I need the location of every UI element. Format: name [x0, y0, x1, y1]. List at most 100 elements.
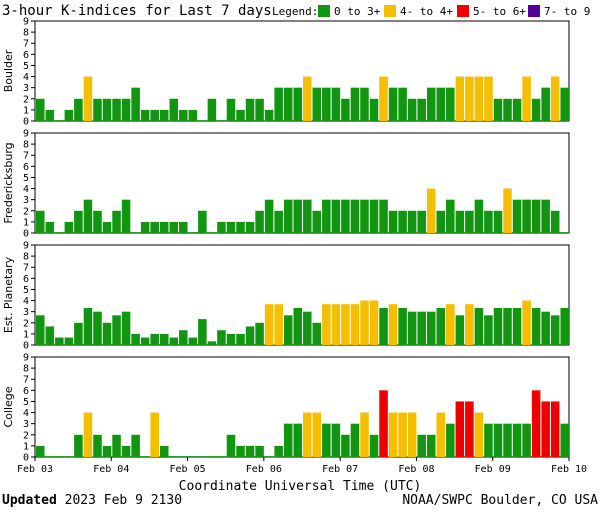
- k-index-bar: [274, 87, 283, 121]
- k-index-bar: [74, 210, 83, 233]
- k-index-bar: [255, 210, 264, 233]
- k-index-bar: [455, 76, 465, 121]
- k-index-bar: [45, 109, 55, 121]
- k-index-bar: [179, 456, 188, 457]
- k-index-bar: [407, 311, 417, 345]
- k-index-bar: [64, 109, 74, 121]
- k-index-bar: [274, 210, 283, 233]
- k-index-bar: [236, 109, 245, 121]
- y-tick-label: 6: [23, 274, 29, 285]
- k-index-bar: [550, 315, 560, 345]
- k-index-bar: [303, 199, 312, 233]
- k-index-bar: [207, 98, 217, 121]
- k-index-bar: [493, 98, 503, 121]
- k-index-bar: [322, 199, 331, 233]
- k-index-bar: [179, 109, 188, 121]
- y-tick-label: 7: [23, 375, 29, 386]
- k-index-bar: [503, 188, 512, 233]
- k-index-bar: [112, 434, 121, 457]
- k-index-bar: [293, 423, 302, 457]
- k-index-bar: [102, 445, 112, 457]
- y-tick-label: 9: [23, 17, 29, 28]
- k-index-bar: [36, 98, 45, 121]
- k-index-bar: [512, 98, 522, 121]
- k-index-bar: [350, 87, 360, 121]
- k-index-bar: [198, 120, 207, 121]
- k-index-bar: [169, 221, 179, 233]
- k-index-bar: [226, 98, 236, 121]
- y-tick-label: 0: [23, 117, 29, 128]
- k-index-bar: [64, 456, 74, 457]
- k-index-bar: [436, 412, 446, 457]
- k-index-bar: [398, 412, 407, 457]
- footer-updated-label: Updated: [2, 493, 57, 508]
- k-index-bar: [360, 87, 369, 121]
- k-index-bar: [159, 333, 169, 345]
- k-index-bar: [484, 315, 493, 345]
- k-index-bar: [55, 337, 64, 345]
- k-index-bar: [150, 221, 159, 233]
- y-tick-label: 5: [23, 285, 29, 296]
- k-index-bar: [465, 401, 474, 457]
- k-index-bar: [169, 98, 179, 121]
- k-index-bar: [102, 322, 112, 345]
- k-index-bar: [121, 98, 131, 121]
- k-index-bar: [226, 333, 236, 345]
- k-index-bar: [274, 445, 283, 457]
- legend-item-storm: 5- to 6+: [473, 5, 526, 18]
- k-index-bar: [379, 308, 388, 345]
- k-index-bar: [207, 456, 217, 457]
- k-index-bar: [283, 199, 293, 233]
- station-label: College: [2, 386, 15, 427]
- k-index-bar: [503, 308, 512, 345]
- x-tick-label: Feb 04: [93, 464, 129, 475]
- k-index-bar: [465, 210, 474, 233]
- y-tick-label: 0: [23, 453, 29, 464]
- k-index-bar: [55, 120, 64, 121]
- k-index-bar: [446, 87, 455, 121]
- k-index-bar: [188, 109, 198, 121]
- k-index-bar: [236, 221, 245, 233]
- footer-updated: Updated 2023 Feb 9 2130: [2, 493, 182, 508]
- k-index-bar: [369, 434, 379, 457]
- k-index-bar: [64, 221, 74, 233]
- k-index-bar: [217, 330, 226, 345]
- k-index-bar: [312, 412, 322, 457]
- k-index-bar: [446, 304, 455, 345]
- k-index-bar: [503, 423, 512, 457]
- k-index-bar: [245, 221, 255, 233]
- k-index-bar: [93, 98, 102, 121]
- k-index-bar: [283, 315, 293, 345]
- k-index-bar: [131, 434, 140, 457]
- k-index-bar: [398, 87, 407, 121]
- k-index-bar: [83, 76, 93, 121]
- k-index-bar: [398, 308, 407, 345]
- k-index-bar: [379, 76, 388, 121]
- k-index-bar: [455, 315, 465, 345]
- k-index-bar: [150, 412, 159, 457]
- footer-updated-time: 2023 Feb 9 2130: [65, 493, 182, 508]
- k-index-bar: [264, 304, 274, 345]
- k-index-bar: [312, 87, 322, 121]
- k-index-bar: [550, 76, 560, 121]
- k-index-bar: [503, 98, 512, 121]
- k-index-bar: [179, 221, 188, 233]
- y-tick-label: 5: [23, 397, 29, 408]
- legend-item-active: 4- to 4+: [400, 5, 453, 18]
- k-index-bar: [426, 311, 436, 345]
- k-index-bar: [379, 390, 388, 457]
- x-tick-label: Feb 06: [246, 464, 282, 475]
- x-tick-label: Feb 09: [475, 464, 511, 475]
- k-index-bar: [312, 322, 322, 345]
- k-index-bar: [455, 210, 465, 233]
- k-index-bar: [512, 423, 522, 457]
- k-index-bar: [560, 232, 569, 233]
- k-index-bar: [36, 315, 45, 345]
- y-tick-label: 7: [23, 263, 29, 274]
- k-index-bar: [322, 423, 331, 457]
- y-tick-label: 3: [23, 419, 29, 430]
- k-index-bar: [350, 423, 360, 457]
- k-index-bar: [417, 98, 426, 121]
- legend-item-quiet: 0 to 3+: [334, 5, 381, 18]
